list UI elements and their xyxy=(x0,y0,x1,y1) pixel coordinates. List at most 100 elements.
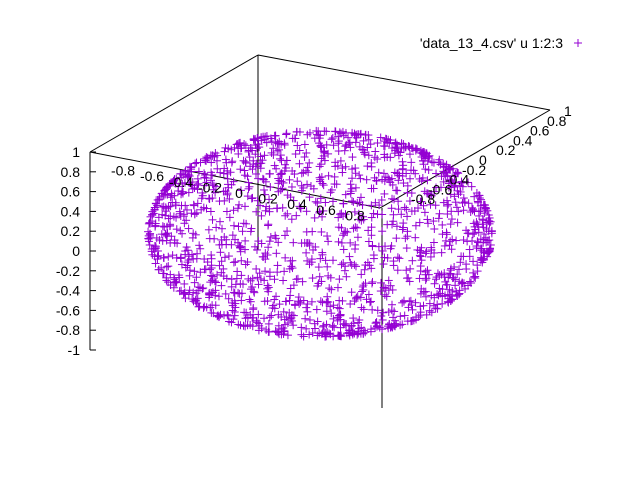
data-point xyxy=(318,212,327,221)
data-point xyxy=(276,151,285,160)
x-tick-label: 0 xyxy=(235,185,243,201)
data-point xyxy=(360,150,369,159)
data-point xyxy=(222,240,231,249)
data-point xyxy=(207,168,216,177)
data-point xyxy=(332,180,341,189)
data-point xyxy=(159,269,168,278)
y-tick-label: -0.4 xyxy=(445,172,469,188)
data-point xyxy=(465,277,474,286)
data-point xyxy=(285,175,294,184)
data-point xyxy=(380,177,389,186)
data-point xyxy=(341,262,350,271)
data-point xyxy=(206,207,215,216)
data-point xyxy=(312,126,321,135)
data-point xyxy=(326,302,335,311)
data-point xyxy=(333,313,342,322)
data-point xyxy=(450,192,459,201)
data-point xyxy=(347,184,356,193)
data-point xyxy=(184,188,193,197)
data-point xyxy=(207,263,216,272)
data-point xyxy=(392,234,401,243)
data-point xyxy=(251,141,260,150)
data-point xyxy=(295,159,304,168)
data-point xyxy=(289,238,298,247)
data-point xyxy=(243,321,252,330)
data-point xyxy=(398,298,407,307)
data-point xyxy=(261,206,270,215)
data-point xyxy=(234,149,243,158)
data-point xyxy=(446,296,455,305)
data-point xyxy=(154,265,163,274)
data-point xyxy=(219,187,228,196)
data-point xyxy=(436,183,445,192)
data-point xyxy=(430,279,439,288)
data-point xyxy=(421,292,430,301)
data-point xyxy=(376,133,385,142)
data-point xyxy=(237,271,246,280)
data-point xyxy=(401,234,410,243)
data-point xyxy=(334,139,343,148)
data-point xyxy=(299,183,308,192)
data-point xyxy=(373,155,382,164)
data-point xyxy=(247,194,256,203)
data-point xyxy=(445,175,454,184)
data-point xyxy=(144,231,153,240)
data-point xyxy=(437,270,446,279)
data-point xyxy=(402,266,411,275)
data-point xyxy=(316,254,325,263)
data-point xyxy=(303,238,312,247)
data-point xyxy=(421,249,430,258)
data-point xyxy=(435,271,444,280)
data-point xyxy=(468,203,477,212)
data-point xyxy=(264,243,273,252)
data-point xyxy=(192,254,201,263)
data-point xyxy=(386,178,395,187)
data-point xyxy=(165,180,174,189)
data-point xyxy=(346,180,355,189)
data-point xyxy=(317,154,326,163)
data-point xyxy=(352,293,361,302)
data-point xyxy=(149,209,158,218)
data-point xyxy=(404,142,413,151)
data-point xyxy=(471,274,480,283)
x-tick-label: 0.6 xyxy=(316,202,336,218)
data-point xyxy=(261,132,270,141)
data-point xyxy=(416,262,425,271)
data-point xyxy=(363,162,372,171)
data-point xyxy=(407,207,416,216)
data-point xyxy=(451,170,460,179)
data-point xyxy=(416,252,425,261)
data-point xyxy=(151,259,160,268)
data-point xyxy=(219,264,228,273)
z-tick-label: -0.2 xyxy=(56,263,80,279)
data-point xyxy=(367,213,376,222)
data-point xyxy=(222,274,231,283)
data-point xyxy=(408,316,417,325)
data-point xyxy=(349,197,358,206)
data-point xyxy=(313,331,322,340)
data-point xyxy=(290,170,299,179)
data-point xyxy=(274,174,283,183)
data-point xyxy=(355,171,364,180)
data-point xyxy=(209,185,218,194)
data-point xyxy=(302,166,311,175)
data-point xyxy=(233,267,242,276)
data-point xyxy=(336,156,345,165)
data-point xyxy=(202,153,211,162)
data-point xyxy=(204,225,213,234)
data-point xyxy=(325,284,334,293)
data-point xyxy=(399,140,408,149)
data-point xyxy=(411,169,420,178)
data-point xyxy=(378,210,387,219)
data-point xyxy=(328,197,337,206)
data-point xyxy=(346,238,355,247)
data-point xyxy=(405,197,414,206)
data-point xyxy=(214,292,223,301)
data-point xyxy=(373,322,382,331)
data-point xyxy=(450,181,459,190)
data-point xyxy=(347,196,356,205)
data-point xyxy=(239,156,248,165)
data-point xyxy=(389,261,398,270)
data-point xyxy=(316,175,325,184)
data-point xyxy=(445,241,454,250)
